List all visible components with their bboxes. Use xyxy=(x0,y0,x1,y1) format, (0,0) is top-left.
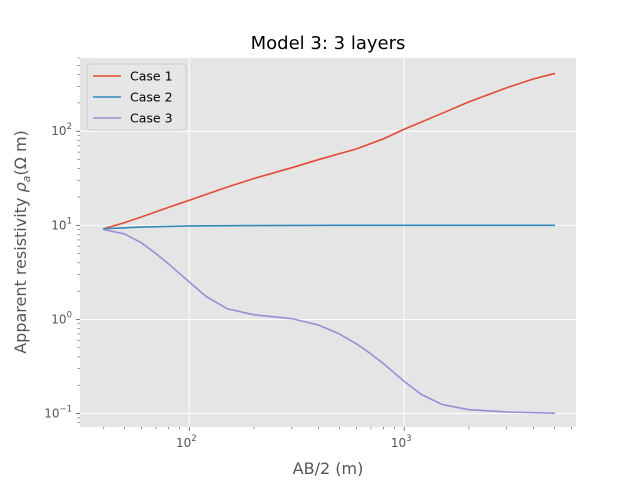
y-tick-label: 102 xyxy=(51,122,72,138)
x-tick-label-base: 10 xyxy=(176,436,191,450)
x-tick-label-exponent: 3 xyxy=(406,434,411,444)
series-line-case-2 xyxy=(102,224,556,230)
legend-label-case-2: Case 2 xyxy=(130,90,173,105)
y-axis-label-main: Apparent resistivity xyxy=(11,193,30,354)
series-line-case-3 xyxy=(102,228,556,414)
y-tick-label-exponent: −1 xyxy=(59,405,72,415)
y-axis-label-unit: (Ω m) xyxy=(11,130,30,175)
x-tick-label: 103 xyxy=(391,434,412,450)
y-tick-label-exponent: 1 xyxy=(67,216,72,226)
x-tick-labels: 102 103 xyxy=(176,434,412,450)
y-tick-label-exponent: 2 xyxy=(67,122,72,132)
y-axis-label-subscript: a xyxy=(20,175,33,182)
minor-ticks xyxy=(77,57,572,430)
y-tick-label-exponent: 0 xyxy=(67,310,72,320)
series-layer xyxy=(102,72,556,414)
y-tick-label: 100 xyxy=(51,310,72,326)
legend-label-case-3: Case 3 xyxy=(130,111,173,126)
x-tick-label: 102 xyxy=(176,434,197,450)
x-tick-label-exponent: 2 xyxy=(191,434,196,444)
y-tick-label-base: 10 xyxy=(44,407,59,421)
x-axis-label: AB/2 (m) xyxy=(293,459,364,478)
y-axis-label-symbol: ρ xyxy=(11,182,30,192)
legend-box xyxy=(86,63,187,131)
legend: Case 1 Case 2 Case 3 xyxy=(86,63,187,131)
y-tick-label-base: 10 xyxy=(51,124,66,138)
y-tick-label: 10−1 xyxy=(44,405,72,421)
y-tick-label-base: 10 xyxy=(51,312,66,326)
x-tick-label-base: 10 xyxy=(391,436,406,450)
series-line-case-1 xyxy=(102,72,556,230)
legend-label-case-1: Case 1 xyxy=(130,69,173,84)
y-axis-label: Apparent resistivity ρa(Ω m) xyxy=(11,130,33,354)
y-tick-label-base: 10 xyxy=(51,218,66,232)
y-tick-label: 101 xyxy=(51,216,72,232)
chart-title: Model 3: 3 layers xyxy=(251,33,406,54)
